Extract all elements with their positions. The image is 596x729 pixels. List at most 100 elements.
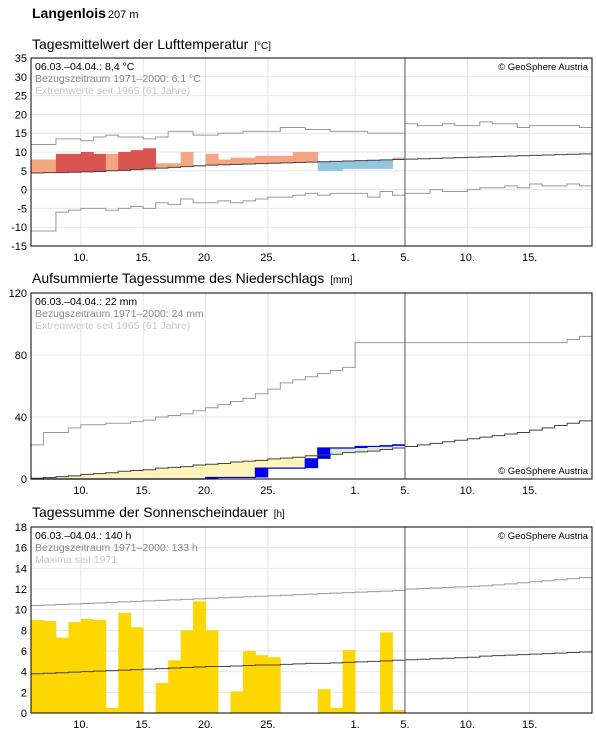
- temperature-anomaly-bar: [93, 153, 107, 172]
- precipitation-daily-sum-bar: [355, 446, 368, 448]
- temperature-anomaly-bar: [130, 150, 144, 170]
- temperature-unit: [°C]: [254, 41, 271, 52]
- precipitation-deviation-fill: [305, 455, 319, 459]
- precipitation-y-tick-label: 80: [15, 350, 27, 362]
- sunshine-title: Tagessumme der Sonnenscheindauer: [32, 504, 268, 520]
- sunshine-plot-frame: [30, 526, 593, 714]
- sunshine-x-tick-label: 5.: [400, 719, 409, 729]
- sunshine-sun-bar: [118, 612, 132, 713]
- precipitation-extreme-text: Extremwerte seit 1965 (61 Jahre): [35, 320, 190, 332]
- sunshine-sun-bar: [193, 601, 206, 713]
- temperature-x-tick-label: 10.: [73, 252, 88, 264]
- precipitation-deviation-fill: [367, 446, 381, 451]
- precipitation-deviation-fill: [392, 444, 406, 448]
- temperature-anomaly-bar: [392, 157, 406, 160]
- temperature-anomaly-bar: [342, 160, 356, 169]
- temperature-y-tick-label: 35: [15, 53, 27, 65]
- sunshine-y-tick-label: 2: [21, 687, 27, 699]
- temperature-anomaly-bar: [180, 152, 194, 167]
- sunshine-sun-bar: [55, 637, 69, 713]
- temperature-anomaly-bar: [68, 153, 82, 173]
- sunshine-y-tick-label: 18: [15, 522, 27, 534]
- temperature-x-tick-label: 25.: [260, 252, 275, 264]
- precipitation-deviation-fill: [68, 475, 82, 479]
- temperature-anomaly-bar: [205, 153, 219, 165]
- temperature-anomaly-bar: [143, 148, 157, 169]
- precipitation-deviation-fill: [280, 457, 294, 469]
- temperature-anomaly-bar: [267, 155, 281, 164]
- precipitation-deviation-fill: [130, 470, 144, 479]
- temperature-anomaly-bar: [380, 159, 393, 169]
- precipitation-plot-frame: [30, 292, 593, 480]
- precipitation-deviation-fill: [330, 448, 344, 454]
- sunshine-y-tick-label: 10: [15, 605, 27, 617]
- precipitation-deviation-fill: [205, 463, 219, 478]
- precipitation-daily-sum-bar: [255, 468, 269, 478]
- temperature-anomaly-bar: [193, 165, 206, 166]
- sunshine-x-tick-label: 15.: [136, 719, 151, 729]
- temperature-y-tick-label: -15: [11, 241, 27, 253]
- temperature-y-tick-label: 20: [15, 109, 27, 121]
- temperature-anomaly-bar: [292, 152, 306, 163]
- precipitation-deviation-fill: [218, 462, 231, 478]
- temperature-x-tick-label: 15.: [522, 252, 537, 264]
- sunshine-period-text: 06.03.–04.04.: 140 h: [35, 530, 131, 542]
- precipitation-deviation-fill: [168, 466, 181, 479]
- sunshine-reference-line: [31, 651, 592, 675]
- precipitation-deviation-fill: [267, 458, 281, 469]
- temperature-y-tick-label: -10: [11, 222, 27, 234]
- sunshine-sun-bar: [230, 691, 244, 713]
- temperature-anomaly-bar: [280, 155, 294, 163]
- temperature-x-tick-label: 20.: [198, 252, 213, 264]
- temperature-anomaly-bar: [155, 163, 169, 168]
- sunshine-sun-bar: [31, 620, 44, 713]
- sunshine-sun-bar: [342, 649, 356, 713]
- precipitation-extreme-max-line: [31, 335, 592, 446]
- temperature-x-tick-label: 15.: [136, 252, 151, 264]
- temperature-y-tick-label: 25: [15, 91, 27, 103]
- sunshine-unit: [h]: [273, 509, 285, 520]
- temperature-anomaly-bar: [317, 161, 331, 171]
- sunshine-y-tick-label: 16: [15, 543, 27, 555]
- sunshine-x-tick-label: 15.: [522, 719, 537, 729]
- sunshine-sun-bar: [43, 621, 57, 713]
- sunshine-sun-bar: [255, 655, 269, 713]
- precipitation-deviation-fill: [93, 473, 107, 479]
- temperature-anomaly-bar: [367, 160, 381, 169]
- sunshine-extreme-max-line: [31, 577, 592, 607]
- precipitation-x-tick-label: 15.: [136, 485, 151, 497]
- precipitation-deviation-fill: [55, 476, 69, 479]
- temperature-anomaly-bar: [355, 160, 368, 169]
- precipitation-credit: © GeoSphere Austria: [498, 466, 589, 477]
- sunshine-sun-bar: [205, 630, 219, 713]
- sunshine-sun-bar: [242, 651, 256, 713]
- sunshine-sun-bar: [93, 620, 107, 713]
- temperature-y-tick-label: 10: [15, 147, 27, 159]
- precipitation-title: Aufsummierte Tagessumme des Niederschlag…: [32, 270, 325, 286]
- precipitation-deviation-fill: [180, 465, 194, 479]
- temperature-extreme-min-line: [31, 183, 592, 232]
- temperature-y-tick-label: 5: [21, 166, 27, 178]
- sunshine-x-tick-label: 10.: [460, 719, 475, 729]
- temperature-extreme-text: Extremwerte seit 1965 (61 Jahre): [35, 85, 190, 97]
- precipitation-deviation-fill: [292, 456, 306, 469]
- precipitation-unit: [mm]: [330, 275, 353, 286]
- precipitation-daily-sum-bar: [305, 458, 319, 469]
- sunshine-x-tick-label: 25.: [260, 719, 275, 729]
- precipitation-deviation-fill: [118, 470, 132, 479]
- temperature-title: Tagesmittelwert der Lufttemperatur: [32, 36, 249, 52]
- station-name: Langenlois: [32, 5, 106, 21]
- temperature-credit: © GeoSphere Austria: [498, 62, 589, 73]
- panel-title-precipitation: Aufsummierte Tagessumme des Niederschlag…: [32, 270, 352, 286]
- precipitation-x-tick-label: 1.: [351, 485, 360, 497]
- sunshine-sun-bar: [168, 660, 181, 713]
- sunshine-sun-bar: [267, 657, 281, 713]
- sunshine-x-tick-label: 1.: [351, 719, 360, 729]
- precipitation-deviation-fill: [380, 445, 393, 449]
- temperature-y-tick-label: 0: [21, 185, 27, 197]
- temperature-anomaly-bar: [168, 163, 181, 168]
- temperature-anomaly-bar: [255, 155, 269, 164]
- temperature-y-tick-label: 15: [15, 128, 27, 140]
- precipitation-y-tick-label: 0: [21, 474, 27, 486]
